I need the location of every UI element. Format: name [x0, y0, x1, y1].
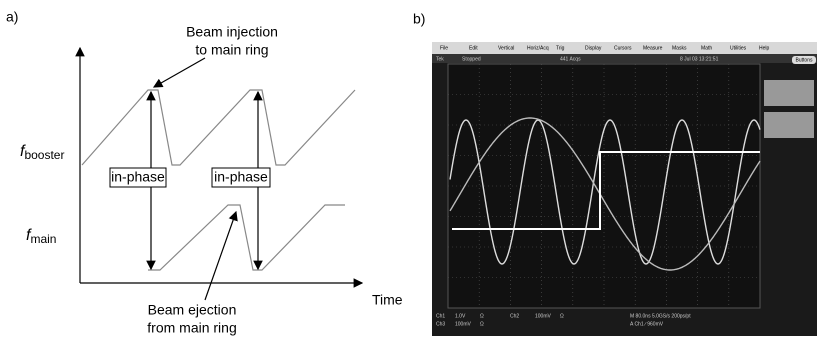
menu-item[interactable]: Measure	[643, 45, 663, 51]
readout: 1.0V	[455, 313, 466, 319]
status-text: 441 Acqs	[560, 56, 581, 62]
readout: A Ch1 ∕ 960mV	[630, 321, 664, 327]
status-text: 8 Jul 03 13:21:51	[680, 56, 719, 62]
menu-item[interactable]: Trig	[556, 45, 565, 51]
menu-item[interactable]: Math	[701, 45, 712, 51]
subscript: booster	[24, 148, 64, 162]
side-button	[764, 112, 814, 138]
menu-item[interactable]: Help	[759, 45, 770, 51]
readout: Ω	[480, 313, 484, 319]
menu-item[interactable]: Masks	[672, 45, 687, 51]
readout: 100mV	[455, 321, 472, 327]
oscilloscope: Buttons	[432, 42, 817, 336]
status-text: Stopped	[462, 56, 481, 62]
annotation-arrow	[205, 212, 236, 300]
menu-item[interactable]: Vertical	[498, 45, 514, 51]
status-bar	[432, 54, 817, 63]
menu-item[interactable]: Horiz/Acq	[527, 45, 549, 51]
annotation-arrow	[154, 58, 205, 87]
menu-item[interactable]: File	[440, 45, 448, 51]
readout: M 80.0ns 5.0GS/s 200ps/pt	[630, 313, 691, 319]
figure: a) Beam injection to main ring Beam ejec…	[0, 0, 817, 336]
axis-label: fmain	[26, 227, 56, 246]
button-label[interactable]: Buttons	[796, 57, 813, 63]
annotation: from main ring	[147, 320, 236, 336]
axis-label: Time	[372, 292, 403, 308]
status-text: Tek	[436, 56, 444, 62]
subscript: main	[30, 232, 56, 246]
readout: 100mV	[535, 313, 552, 319]
readout: Ch3	[436, 321, 445, 327]
readout: Ch2	[510, 313, 519, 319]
booster-curve	[82, 90, 355, 165]
readout: Ω	[560, 313, 564, 319]
annotation: Beam injection	[186, 24, 278, 40]
panel-label: a)	[6, 9, 18, 25]
main-curve	[148, 205, 345, 270]
phase-label: in-phase	[111, 169, 165, 185]
annotation: to main ring	[195, 42, 268, 58]
panel-label: b)	[413, 11, 425, 27]
menu-item[interactable]: Edit	[469, 45, 478, 51]
readout: Ch1	[436, 313, 445, 319]
axis-label: fbooster	[20, 143, 64, 162]
phase-label: in-phase	[214, 169, 268, 185]
menu-item[interactable]: Cursors	[614, 45, 632, 51]
menu-item[interactable]: Display	[585, 45, 602, 51]
side-button	[764, 80, 814, 106]
annotation: Beam ejection	[148, 302, 237, 318]
readout: Ω	[480, 321, 484, 327]
menu-item[interactable]: Utilities	[730, 45, 747, 51]
